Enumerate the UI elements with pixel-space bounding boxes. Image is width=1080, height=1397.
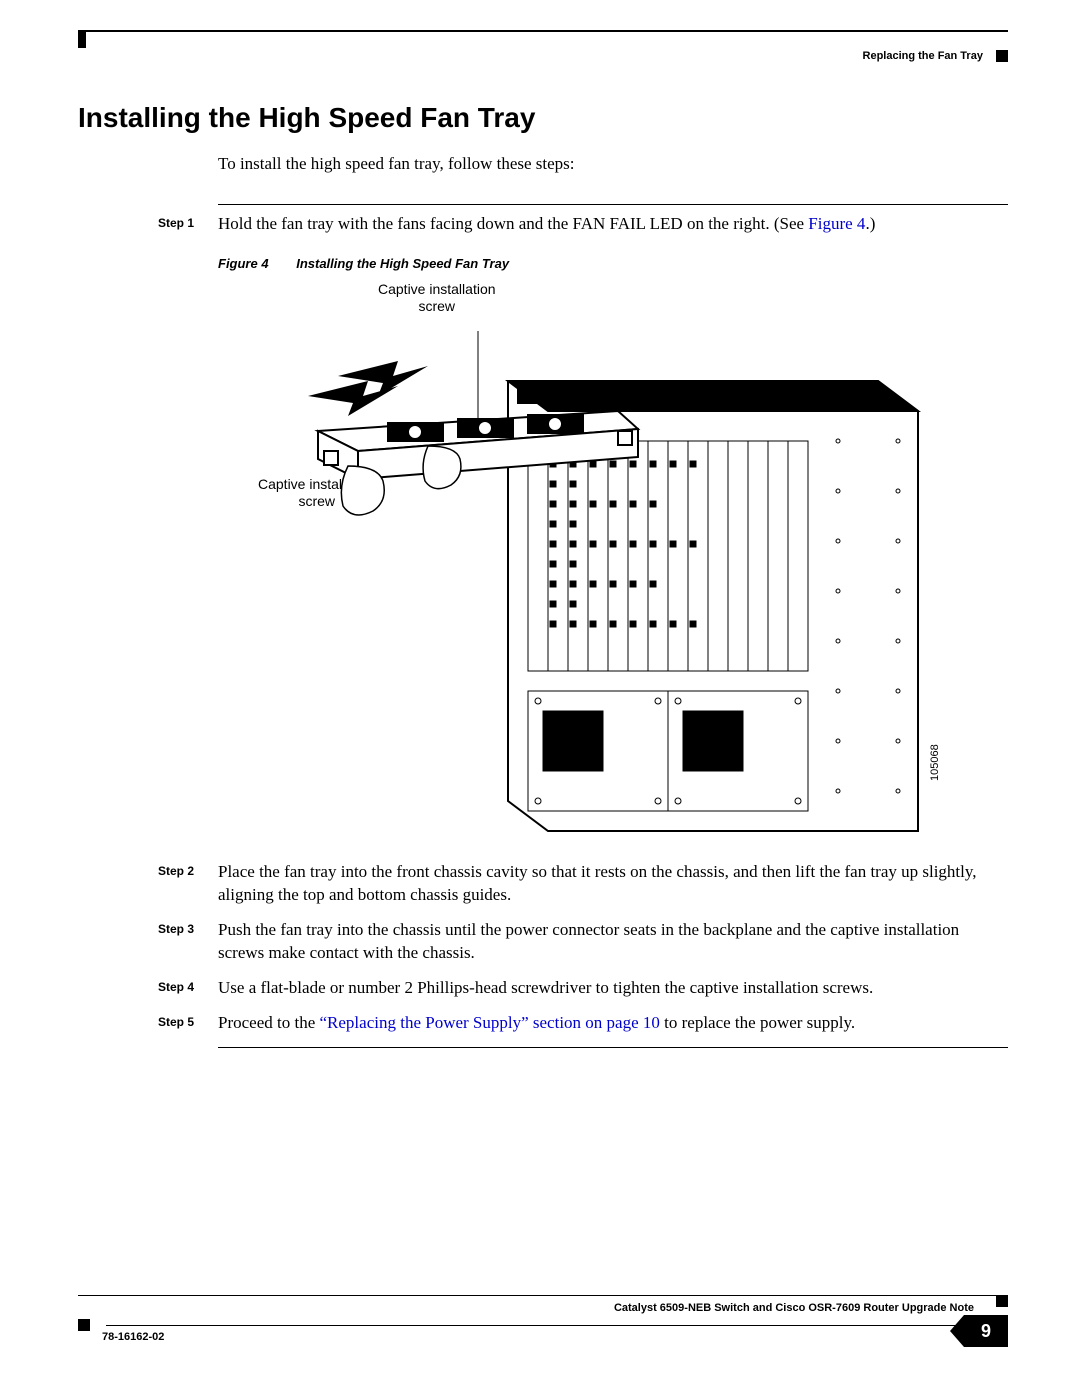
step-row: Step 3 Push the fan tray into the chassi…: [78, 919, 1008, 965]
figure-link[interactable]: Figure 4: [808, 214, 865, 233]
step-body: Proceed to the “Replacing the Power Supp…: [218, 1012, 1008, 1035]
footer-part-number: 78-16162-02: [102, 1331, 164, 1343]
step-body: Use a flat-blade or number 2 Phillips-he…: [218, 977, 1008, 1000]
step-label: Step 3: [78, 919, 218, 965]
steps-block: Step 1 Hold the fan tray with the fans f…: [78, 213, 1008, 1035]
xref-link[interactable]: “Replacing the Power Supply” section on …: [320, 1013, 660, 1032]
page: Replacing the Fan Tray Installing the Hi…: [78, 30, 1008, 1056]
step-text: Hold the fan tray with the fans facing d…: [218, 214, 808, 233]
step-body: Push the fan tray into the chassis until…: [218, 919, 1008, 965]
step-row: Step 4 Use a flat-blade or number 2 Phil…: [78, 977, 1008, 1000]
step-row: Step 1 Hold the fan tray with the fans f…: [78, 213, 1008, 236]
step-row: Step 5 Proceed to the “Replacing the Pow…: [78, 1012, 1008, 1035]
page-title: Installing the High Speed Fan Tray: [78, 102, 1008, 134]
figure-area: Captive installation screw Captive insta…: [218, 281, 1008, 841]
figure-title: Installing the High Speed Fan Tray: [296, 256, 509, 271]
intro-text: To install the high speed fan tray, foll…: [218, 154, 1008, 174]
footer-top-rule: Catalyst 6509-NEB Switch and Cisco OSR-7…: [78, 1295, 1008, 1325]
page-footer: Catalyst 6509-NEB Switch and Cisco OSR-7…: [78, 1295, 1008, 1357]
step-text-after: .): [865, 214, 875, 233]
running-header: Replacing the Fan Tray: [863, 50, 1008, 62]
step-text-after: to replace the power supply.: [660, 1013, 855, 1032]
step-text: Proceed to the: [218, 1013, 320, 1032]
step-label: Step 1: [78, 213, 218, 236]
page-number: 9: [964, 1315, 1008, 1347]
footer-marker-left: [78, 1319, 90, 1331]
footer-marker-top: [996, 1295, 1008, 1307]
step-body: Hold the fan tray with the fans facing d…: [218, 213, 1008, 236]
rule-after-steps: [218, 1047, 1008, 1048]
footer-bottom-rule: [106, 1325, 964, 1326]
figure-refnum: 105068: [929, 744, 941, 781]
header-section-name: Replacing the Fan Tray: [863, 50, 983, 62]
step-label: Step 5: [78, 1012, 218, 1035]
figure-callout-top: Captive installation screw: [378, 281, 496, 315]
figure-number: Figure 4: [218, 256, 269, 271]
step-row: Step 2 Place the fan tray into the front…: [78, 861, 1008, 907]
rule-before-steps: [218, 204, 1008, 205]
header-rule: Replacing the Fan Tray: [78, 30, 1008, 32]
chassis-illustration: 105068: [278, 311, 958, 841]
footer-bottom: 78-16162-02 9: [78, 1325, 1008, 1357]
step-label: Step 2: [78, 861, 218, 907]
step-body: Place the fan tray into the front chassi…: [218, 861, 1008, 907]
figure-caption: Figure 4 Installing the High Speed Fan T…: [218, 256, 1008, 271]
step-label: Step 4: [78, 977, 218, 1000]
footer-doc-title: Catalyst 6509-NEB Switch and Cisco OSR-7…: [614, 1302, 974, 1314]
header-marker-box: [996, 50, 1008, 62]
